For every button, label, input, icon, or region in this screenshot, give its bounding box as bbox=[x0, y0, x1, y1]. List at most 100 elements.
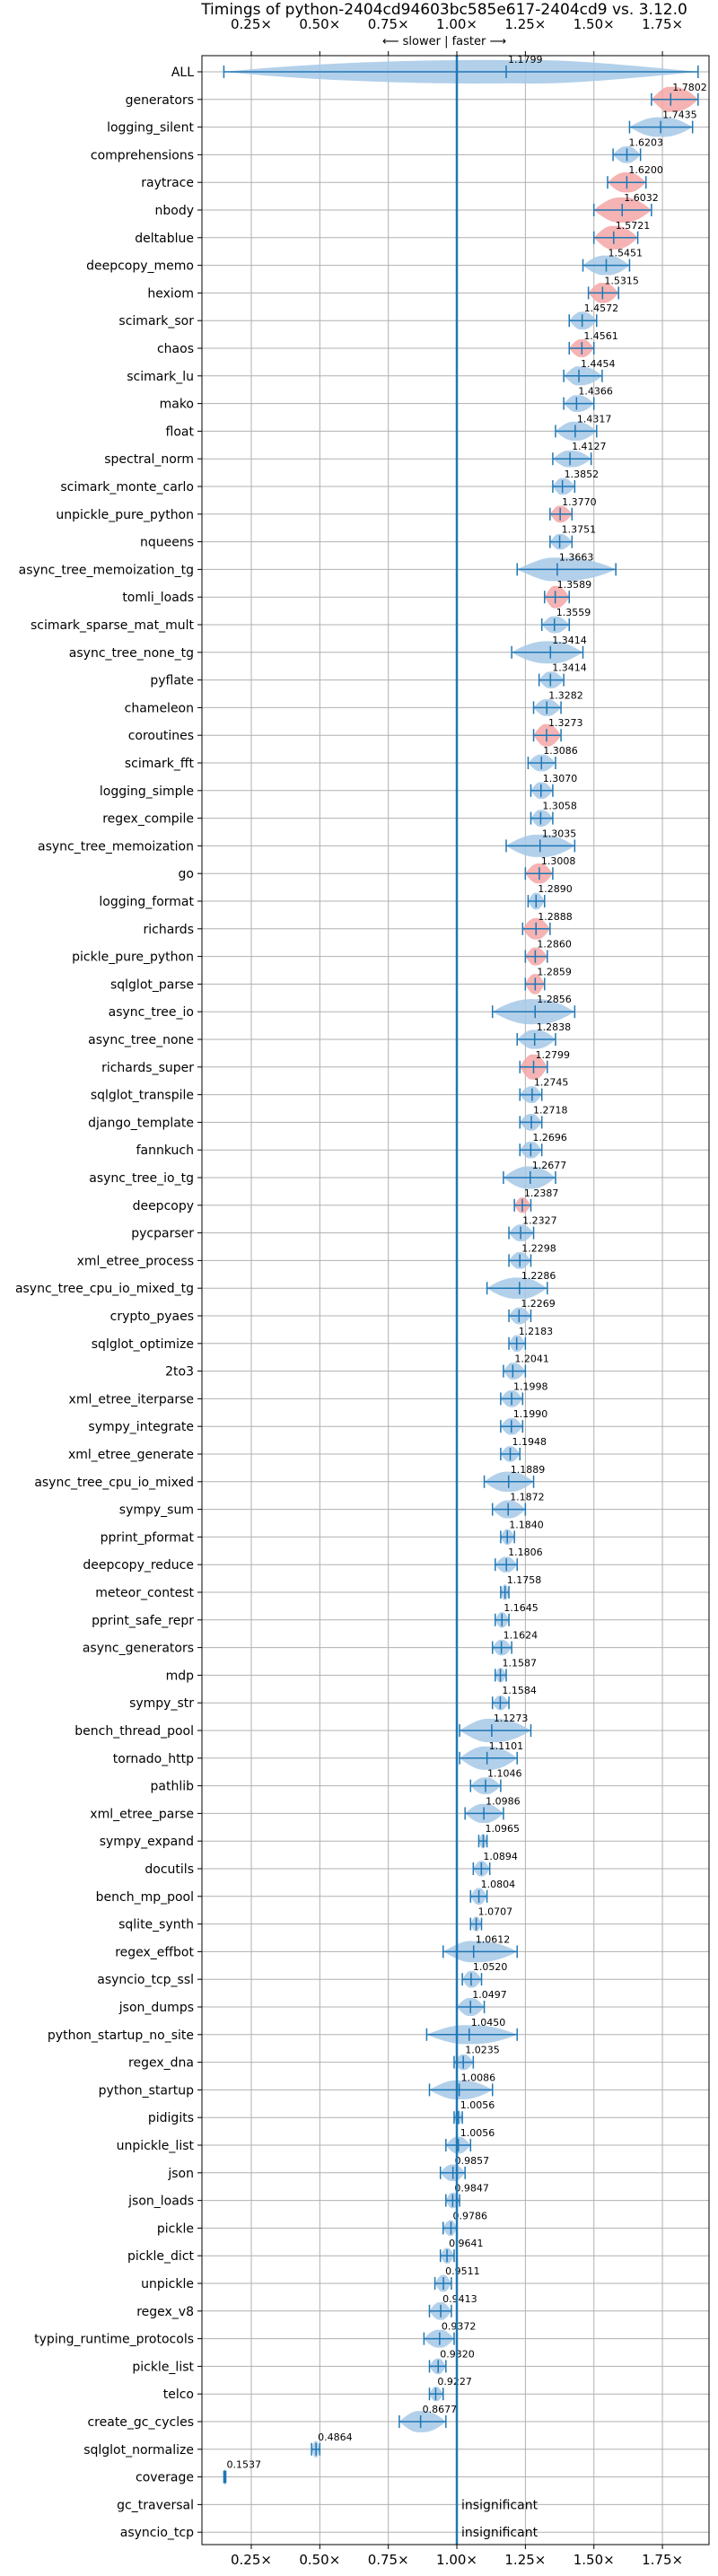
benchmark-label: pickle_list bbox=[132, 2360, 194, 2374]
value-label: 1.6200 bbox=[628, 164, 663, 176]
value-label: 0.9641 bbox=[449, 2238, 484, 2249]
benchmark-label: json_dumps bbox=[118, 2001, 194, 2015]
benchmark-label: coroutines bbox=[128, 729, 194, 743]
value-label: 1.4572 bbox=[584, 302, 619, 314]
value-label: 1.2041 bbox=[514, 1354, 549, 1365]
top-tick-label: 1.75× bbox=[642, 16, 683, 32]
benchmark-label: async_generators bbox=[83, 1642, 194, 1656]
benchmark-label: mako bbox=[160, 398, 194, 412]
benchmark-label: async_tree_cpu_io_mixed bbox=[34, 1476, 194, 1490]
benchmark-label: tornado_http bbox=[113, 1752, 194, 1766]
benchmark-label: crypto_pyaes bbox=[110, 1310, 194, 1324]
value-label: 1.4366 bbox=[578, 386, 613, 398]
value-label: 1.2286 bbox=[521, 1270, 556, 1282]
violins bbox=[223, 59, 699, 2485]
benchmark-label: scimark_sparse_mat_mult bbox=[31, 618, 194, 633]
benchmark-label: async_tree_memoization bbox=[38, 839, 194, 854]
benchmark-label: bench_thread_pool bbox=[74, 1724, 194, 1739]
value-label: 1.0235 bbox=[465, 2045, 500, 2056]
benchmark-label: scimark_lu bbox=[127, 370, 194, 384]
benchmark-label: scimark_sor bbox=[118, 314, 194, 329]
benchmark-label: ALL bbox=[171, 66, 194, 80]
benchmark-label: logging_silent bbox=[107, 121, 194, 136]
value-label: 1.2298 bbox=[521, 1242, 556, 1254]
value-label: 1.2718 bbox=[533, 1104, 568, 1116]
value-label: 1.2838 bbox=[537, 1021, 572, 1033]
benchmark-label: docutils bbox=[144, 1862, 194, 1877]
value-label: 1.3663 bbox=[559, 551, 594, 563]
value-label: 1.0707 bbox=[478, 1906, 513, 1918]
benchmark-label: pickle_pure_python bbox=[72, 951, 194, 965]
bottom-x-axis: 0.25× 0.50× 0.75× 1.00× 1.25× 1.50× 1.75× bbox=[231, 2545, 683, 2568]
value-label: 1.1758 bbox=[507, 1574, 542, 1586]
top-tick-label: 1.50× bbox=[574, 16, 615, 32]
value-label: 0.9786 bbox=[452, 2210, 486, 2221]
benchmark-label: fannkuch bbox=[136, 1143, 194, 1158]
benchmark-label: pathlib bbox=[151, 1780, 195, 1794]
value-label: 1.2799 bbox=[536, 1049, 571, 1061]
chart-title: Timings of python-2404cd94603bc585e617-2… bbox=[200, 1, 687, 19]
value-label: 1.1799 bbox=[508, 54, 543, 66]
benchmark-label: float bbox=[166, 425, 195, 439]
benchmark-label: python_startup_no_site bbox=[48, 2028, 194, 2043]
bottom-tick-label: 0.75× bbox=[368, 2552, 409, 2568]
top-tick-label: 0.25× bbox=[231, 16, 272, 32]
benchmark-label: scimark_fft bbox=[125, 757, 195, 771]
benchmark-label: pprint_pformat bbox=[101, 1530, 195, 1545]
benchmark-label: deepcopy bbox=[133, 1199, 194, 1214]
benchmark-rows: ALL 1.1799 generators 1.7802 logging_silent 1… bbox=[15, 54, 707, 2540]
value-label: 1.3559 bbox=[556, 607, 591, 618]
plot-frame bbox=[201, 55, 710, 2545]
bottom-tick-label: 1.75× bbox=[642, 2552, 683, 2568]
benchmark-label: deltablue bbox=[135, 232, 194, 246]
value-label: 1.7435 bbox=[662, 110, 697, 121]
value-label: 0.1537 bbox=[227, 2459, 262, 2471]
value-label: 0.9847 bbox=[454, 2183, 489, 2195]
benchmark-label: richards bbox=[144, 923, 195, 937]
benchmark-label: sympy_str bbox=[129, 1696, 194, 1711]
value-label: 1.2269 bbox=[521, 1298, 556, 1310]
benchmark-label: hexiom bbox=[147, 286, 194, 301]
benchmark-label: deepcopy_reduce bbox=[83, 1558, 194, 1573]
value-label: 1.0520 bbox=[473, 1961, 508, 1973]
value-label: 1.3414 bbox=[552, 662, 587, 674]
benchmark-label: pycparser bbox=[131, 1227, 194, 1241]
top-tick-label: 0.75× bbox=[368, 16, 409, 32]
value-label: 1.3008 bbox=[541, 855, 576, 867]
top-tick-label: 0.50× bbox=[299, 16, 340, 32]
value-label: 1.2860 bbox=[537, 939, 572, 951]
value-label: 1.6203 bbox=[628, 136, 663, 148]
value-label: 1.4561 bbox=[583, 330, 618, 342]
benchmark-label: regex_v8 bbox=[136, 2305, 194, 2319]
value-label: 1.1584 bbox=[502, 1685, 537, 1696]
benchmark-label: async_tree_cpu_io_mixed_tg bbox=[15, 1282, 194, 1296]
value-label: 1.3414 bbox=[552, 635, 587, 646]
benchmark-label: regex_compile bbox=[102, 812, 194, 827]
value-label: 1.2696 bbox=[532, 1132, 567, 1143]
benchmark-label: nbody bbox=[155, 204, 195, 218]
value-label: 1.7802 bbox=[672, 82, 707, 93]
insignificant-label: insignificant bbox=[461, 2498, 538, 2512]
benchmark-label: scimark_monte_carlo bbox=[60, 480, 194, 495]
benchmark-label: async_tree_io_tg bbox=[89, 1171, 194, 1186]
benchmark-label: sympy_integrate bbox=[88, 1420, 194, 1434]
value-label: 0.8677 bbox=[423, 2404, 458, 2415]
value-label: 1.2327 bbox=[522, 1215, 557, 1227]
benchmark-label: gc_traversal bbox=[117, 2498, 194, 2512]
benchmark-label: async_tree_io bbox=[109, 1005, 194, 1020]
value-label: 1.2888 bbox=[538, 911, 573, 923]
benchmark-label: asyncio_tcp_ssl bbox=[97, 1973, 194, 1987]
benchmark-label: python_startup bbox=[99, 2083, 194, 2098]
chart-subtitle: ⟵ slower | faster ⟶ bbox=[382, 35, 506, 48]
benchmark-label: comprehensions bbox=[91, 148, 194, 162]
top-tick-label: 1.00× bbox=[436, 16, 477, 32]
value-label: 1.1806 bbox=[508, 1546, 543, 1558]
benchmark-label: deepcopy_memo bbox=[86, 259, 194, 274]
benchmark-label: asyncio_tcp bbox=[120, 2526, 194, 2540]
value-label: 1.2183 bbox=[519, 1326, 554, 1337]
benchmark-label: xml_etree_generate bbox=[68, 1448, 194, 1462]
benchmark-label: logging_simple bbox=[100, 784, 194, 799]
value-label: 1.3070 bbox=[543, 773, 578, 784]
benchmark-label: regex_effbot bbox=[115, 1945, 194, 1959]
bottom-tick-label: 0.50× bbox=[299, 2552, 340, 2568]
